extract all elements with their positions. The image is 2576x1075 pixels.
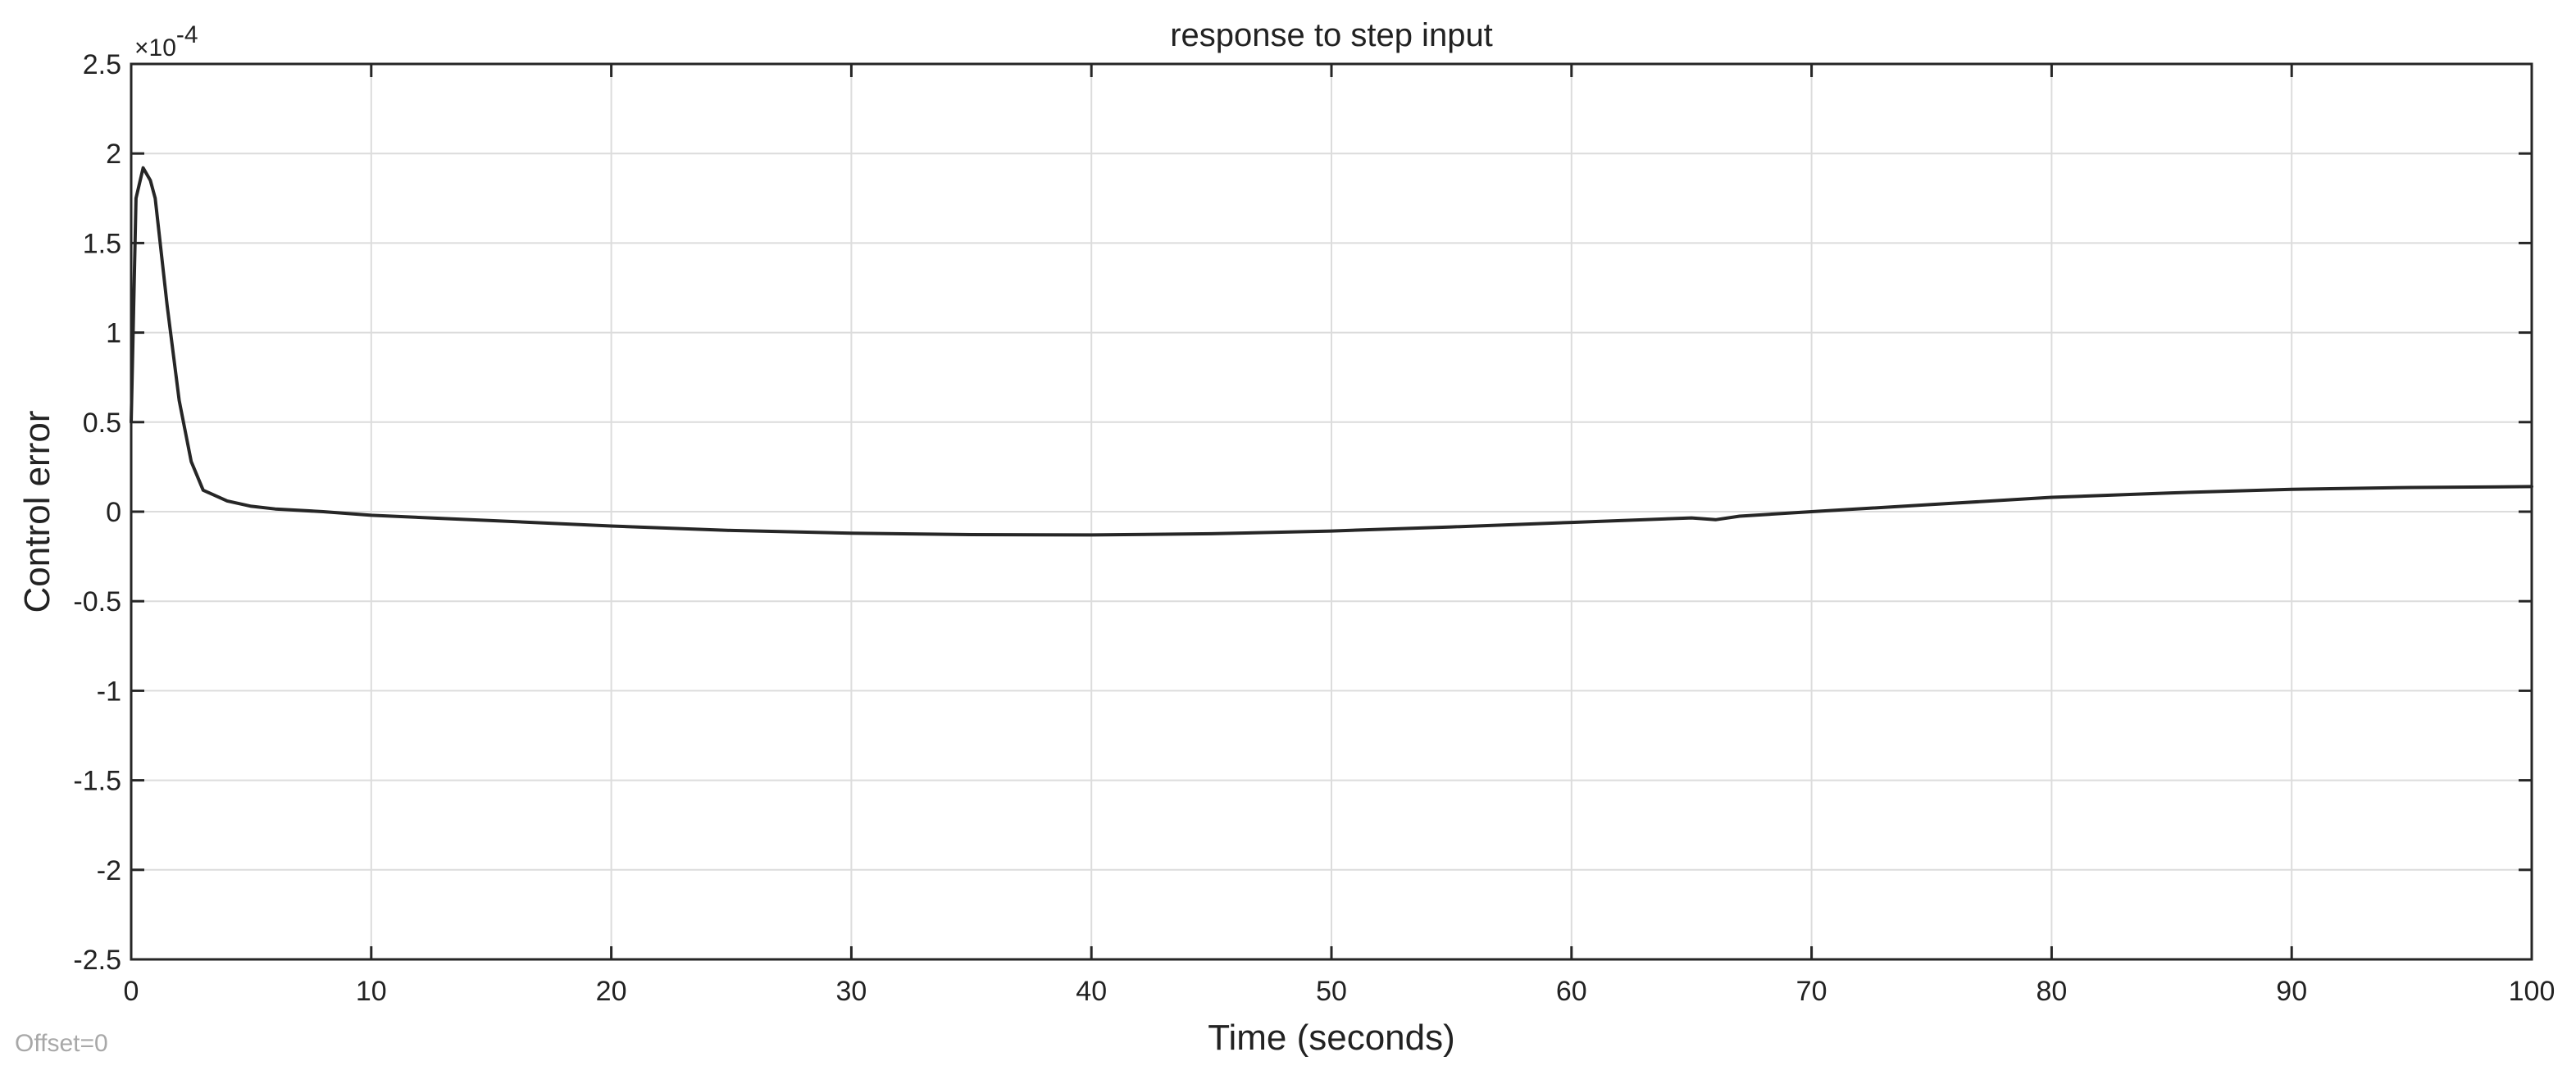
y-tick-label: 2: [106, 139, 121, 170]
y-tick-label: 1: [106, 318, 121, 349]
y-axis-label: Control error: [17, 411, 57, 613]
x-tick-label: 0: [124, 976, 139, 1007]
y-tick-label: -0.5: [73, 586, 121, 617]
y-tick-label: 0: [106, 497, 121, 528]
y-tick-label: -2: [97, 855, 121, 886]
tick-marks: [130, 62, 2533, 961]
y-tick-label: -1.5: [73, 766, 121, 797]
y-tick-label: 2.5: [83, 49, 121, 80]
y-tick-label: -1: [97, 676, 121, 707]
y-tick-label: 1.5: [83, 228, 121, 259]
x-tick-label: 80: [2036, 976, 2067, 1007]
x-tick-label: 10: [356, 976, 387, 1007]
series-layer: [130, 166, 2533, 537]
x-tick-label: 30: [835, 976, 867, 1007]
y-axis-exponent: ×10-4: [134, 21, 198, 61]
x-tick-label: 20: [596, 976, 627, 1007]
y-axis-tick-labels: -2.5 -2 -1.5 -1 -0.5 0 0.5 1 1.5 2 2.5: [73, 49, 121, 976]
offset-label: Offset=0: [15, 1030, 108, 1057]
chart-title: response to step input: [1170, 17, 1493, 53]
x-axis-tick-labels: 0 10 20 30 40 50 60 70 80 90 100: [124, 976, 2556, 1007]
grid: [130, 63, 2533, 960]
x-tick-label: 70: [1796, 976, 1827, 1007]
x-tick-label: 50: [1316, 976, 1347, 1007]
series-line: [130, 166, 2533, 537]
x-tick-label: 90: [2276, 976, 2307, 1007]
y-axis-exponent-base: ×10: [134, 34, 176, 61]
y-axis-exponent-power: -4: [176, 21, 198, 48]
x-tick-label: 100: [2509, 976, 2556, 1007]
x-axis-label: Time (seconds): [1208, 1018, 1455, 1058]
y-tick-label: 0.5: [83, 408, 121, 439]
y-tick-label: -2.5: [73, 945, 121, 976]
x-tick-label: 40: [1076, 976, 1107, 1007]
x-tick-label: 60: [1556, 976, 1587, 1007]
